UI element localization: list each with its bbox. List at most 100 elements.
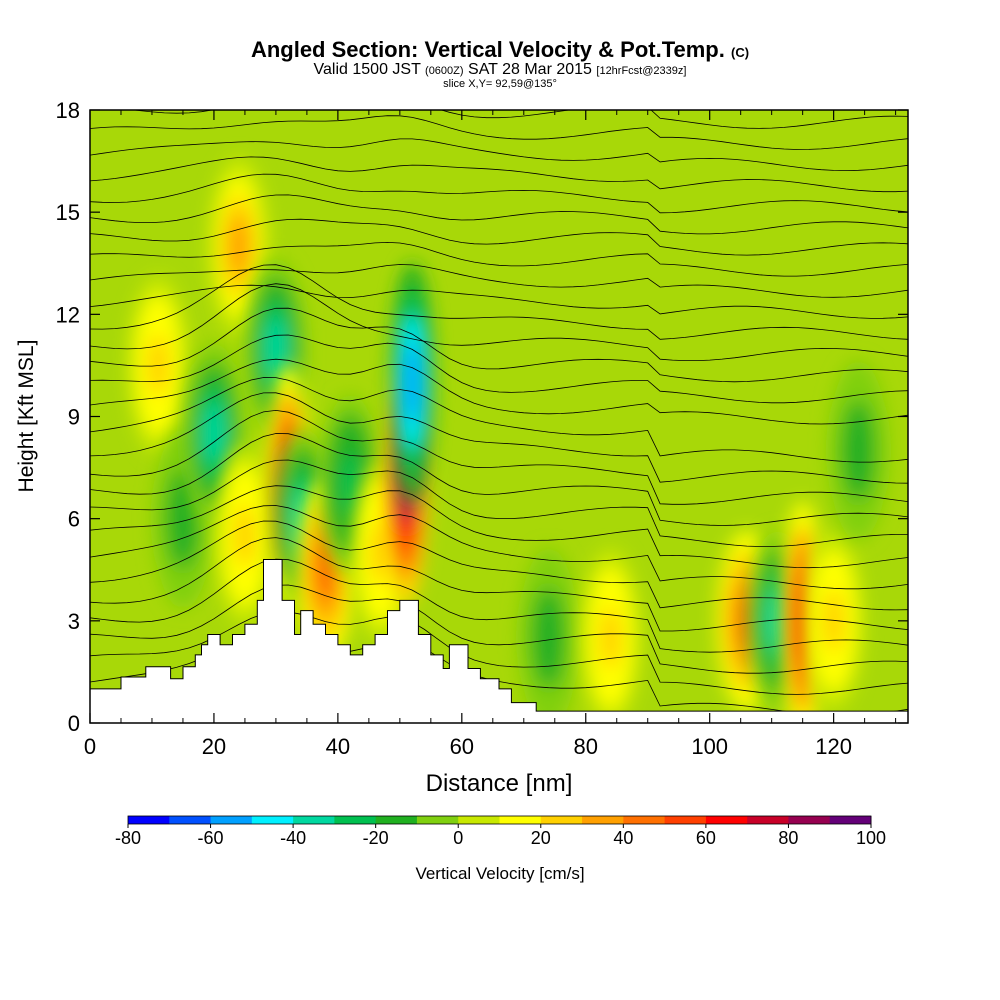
colorbar-swatch — [334, 816, 377, 824]
x-axis-label: Distance [nm] — [426, 770, 573, 797]
colorbar-swatch — [747, 816, 789, 824]
velocity-contour — [340, 454, 361, 516]
colorbar-tick-label: 20 — [531, 828, 551, 848]
velocity-contour — [203, 402, 225, 465]
velocity-contour — [538, 607, 559, 669]
velocity-cell — [390, 262, 435, 503]
isentrope-line — [130, 110, 908, 129]
valid-date: SAT 28 Mar 2015 — [468, 61, 592, 78]
isentrope-line — [90, 264, 908, 340]
isentrope-line — [90, 218, 908, 256]
x-tick-label: 60 — [450, 734, 474, 759]
isentrope-line — [90, 358, 908, 425]
terrain-mask — [90, 559, 908, 723]
colorbar-swatch — [416, 816, 459, 824]
velocity-cell — [828, 360, 889, 541]
valid-utc: (0600Z) — [425, 65, 464, 77]
isentrope-line — [90, 173, 908, 214]
velocity-contour — [600, 607, 621, 669]
colorbar-swatch — [458, 816, 500, 824]
colorbar-swatch — [788, 816, 831, 824]
colorbar-swatch — [623, 816, 666, 824]
colorbar-swatch — [540, 816, 583, 824]
isentrope-line — [90, 558, 908, 653]
x-tick-label: 0 — [84, 734, 96, 759]
isentrope-line — [90, 505, 908, 590]
colorbar-tick-label: -60 — [198, 828, 224, 848]
velocity-cell — [518, 547, 579, 723]
colorbar-swatch — [293, 816, 335, 824]
colorbar-frame — [127, 815, 872, 825]
x-tick-label: 80 — [574, 734, 598, 759]
isentrope-line — [90, 194, 908, 235]
colorbar-swatch — [375, 816, 418, 824]
velocity-cell — [214, 445, 275, 626]
valid-time-line: Valid 1500 JST (0600Z) SAT 28 Mar 2015 [… — [0, 62, 1000, 79]
y-tick-label: 0 — [68, 711, 80, 736]
colorbar-swatch — [829, 816, 872, 824]
x-tick-label: 20 — [202, 734, 226, 759]
valid-prefix: Valid 1500 JST — [313, 61, 421, 78]
y-tick-label: 18 — [56, 98, 80, 123]
velocity-field — [128, 156, 889, 723]
isentrope-line — [90, 138, 908, 172]
x-tick-label: 100 — [691, 734, 728, 759]
colorbar-tick-label: 80 — [778, 828, 798, 848]
velocity-contour — [234, 505, 256, 567]
isentrope-line — [90, 156, 908, 193]
isentrope-line — [90, 520, 908, 611]
slice-info: slice X,Y= 92,59@135° — [443, 78, 557, 90]
y-tick-label: 9 — [68, 405, 80, 430]
colorbar-swatch — [210, 816, 253, 824]
colorbar-swatch — [705, 816, 748, 824]
colorbar-swatch — [251, 816, 294, 824]
isentrope-contours — [90, 110, 908, 716]
x-tick-label: 40 — [326, 734, 350, 759]
chart-title: Angled Section: Vertical Velocity & Pot.… — [0, 37, 1000, 63]
x-tick-label: 120 — [815, 734, 852, 759]
isentrope-line — [90, 433, 908, 526]
chart-title-tag: (C) — [731, 45, 750, 60]
forecast-tag: [12hrFcst@2339z] — [596, 65, 687, 77]
colorbar-swatch — [582, 816, 624, 824]
velocity-contour — [172, 488, 194, 550]
velocity-contour — [265, 317, 287, 379]
y-tick-label: 3 — [68, 609, 80, 634]
velocity-contour — [404, 341, 420, 424]
y-axis-label: Height [Kft MSL] — [15, 340, 38, 493]
colorbar-tick-label: 0 — [453, 828, 463, 848]
isentrope-line — [90, 115, 908, 150]
isentrope-line — [90, 307, 908, 383]
y-tick-label: 15 — [56, 200, 80, 225]
velocity-cell — [803, 530, 864, 711]
isentrope-line — [90, 459, 908, 547]
colorbar-swatch — [169, 816, 212, 824]
isentrope-line — [90, 611, 908, 695]
colorbar: -80 -60 -40 -20 0 20 40 60 80 100 — [115, 815, 886, 848]
isentrope-line — [90, 392, 908, 484]
velocity-contour — [848, 419, 869, 482]
colorbar-label: Vertical Velocity [cm/s] — [415, 864, 585, 883]
y-tick-label: 6 — [68, 507, 80, 532]
isentrope-line — [90, 485, 908, 569]
velocity-cell — [580, 547, 641, 723]
colorbar-swatch — [499, 816, 542, 824]
colorbar-tick-label: -20 — [363, 828, 389, 848]
velocity-contour — [228, 215, 249, 277]
colorbar-tick-label: -80 — [115, 828, 141, 848]
colorbar-swatch — [128, 816, 170, 824]
velocity-contour — [315, 539, 336, 601]
colorbar-tick-label: 100 — [856, 828, 886, 848]
isentrope-line — [90, 377, 908, 463]
isentrope-line — [90, 537, 908, 632]
isentrope-line — [90, 284, 908, 319]
isentrope-line — [90, 241, 908, 277]
colorbar-swatch — [664, 816, 707, 824]
chart-title-text: Angled Section: Vertical Velocity & Pot.… — [250, 37, 725, 62]
isentrope-line — [90, 584, 908, 674]
isentrope-line — [90, 283, 908, 361]
isentrope-line — [90, 409, 908, 505]
colorbar-tick-label: 40 — [613, 828, 633, 848]
colorbar-tick-label: 60 — [696, 828, 716, 848]
